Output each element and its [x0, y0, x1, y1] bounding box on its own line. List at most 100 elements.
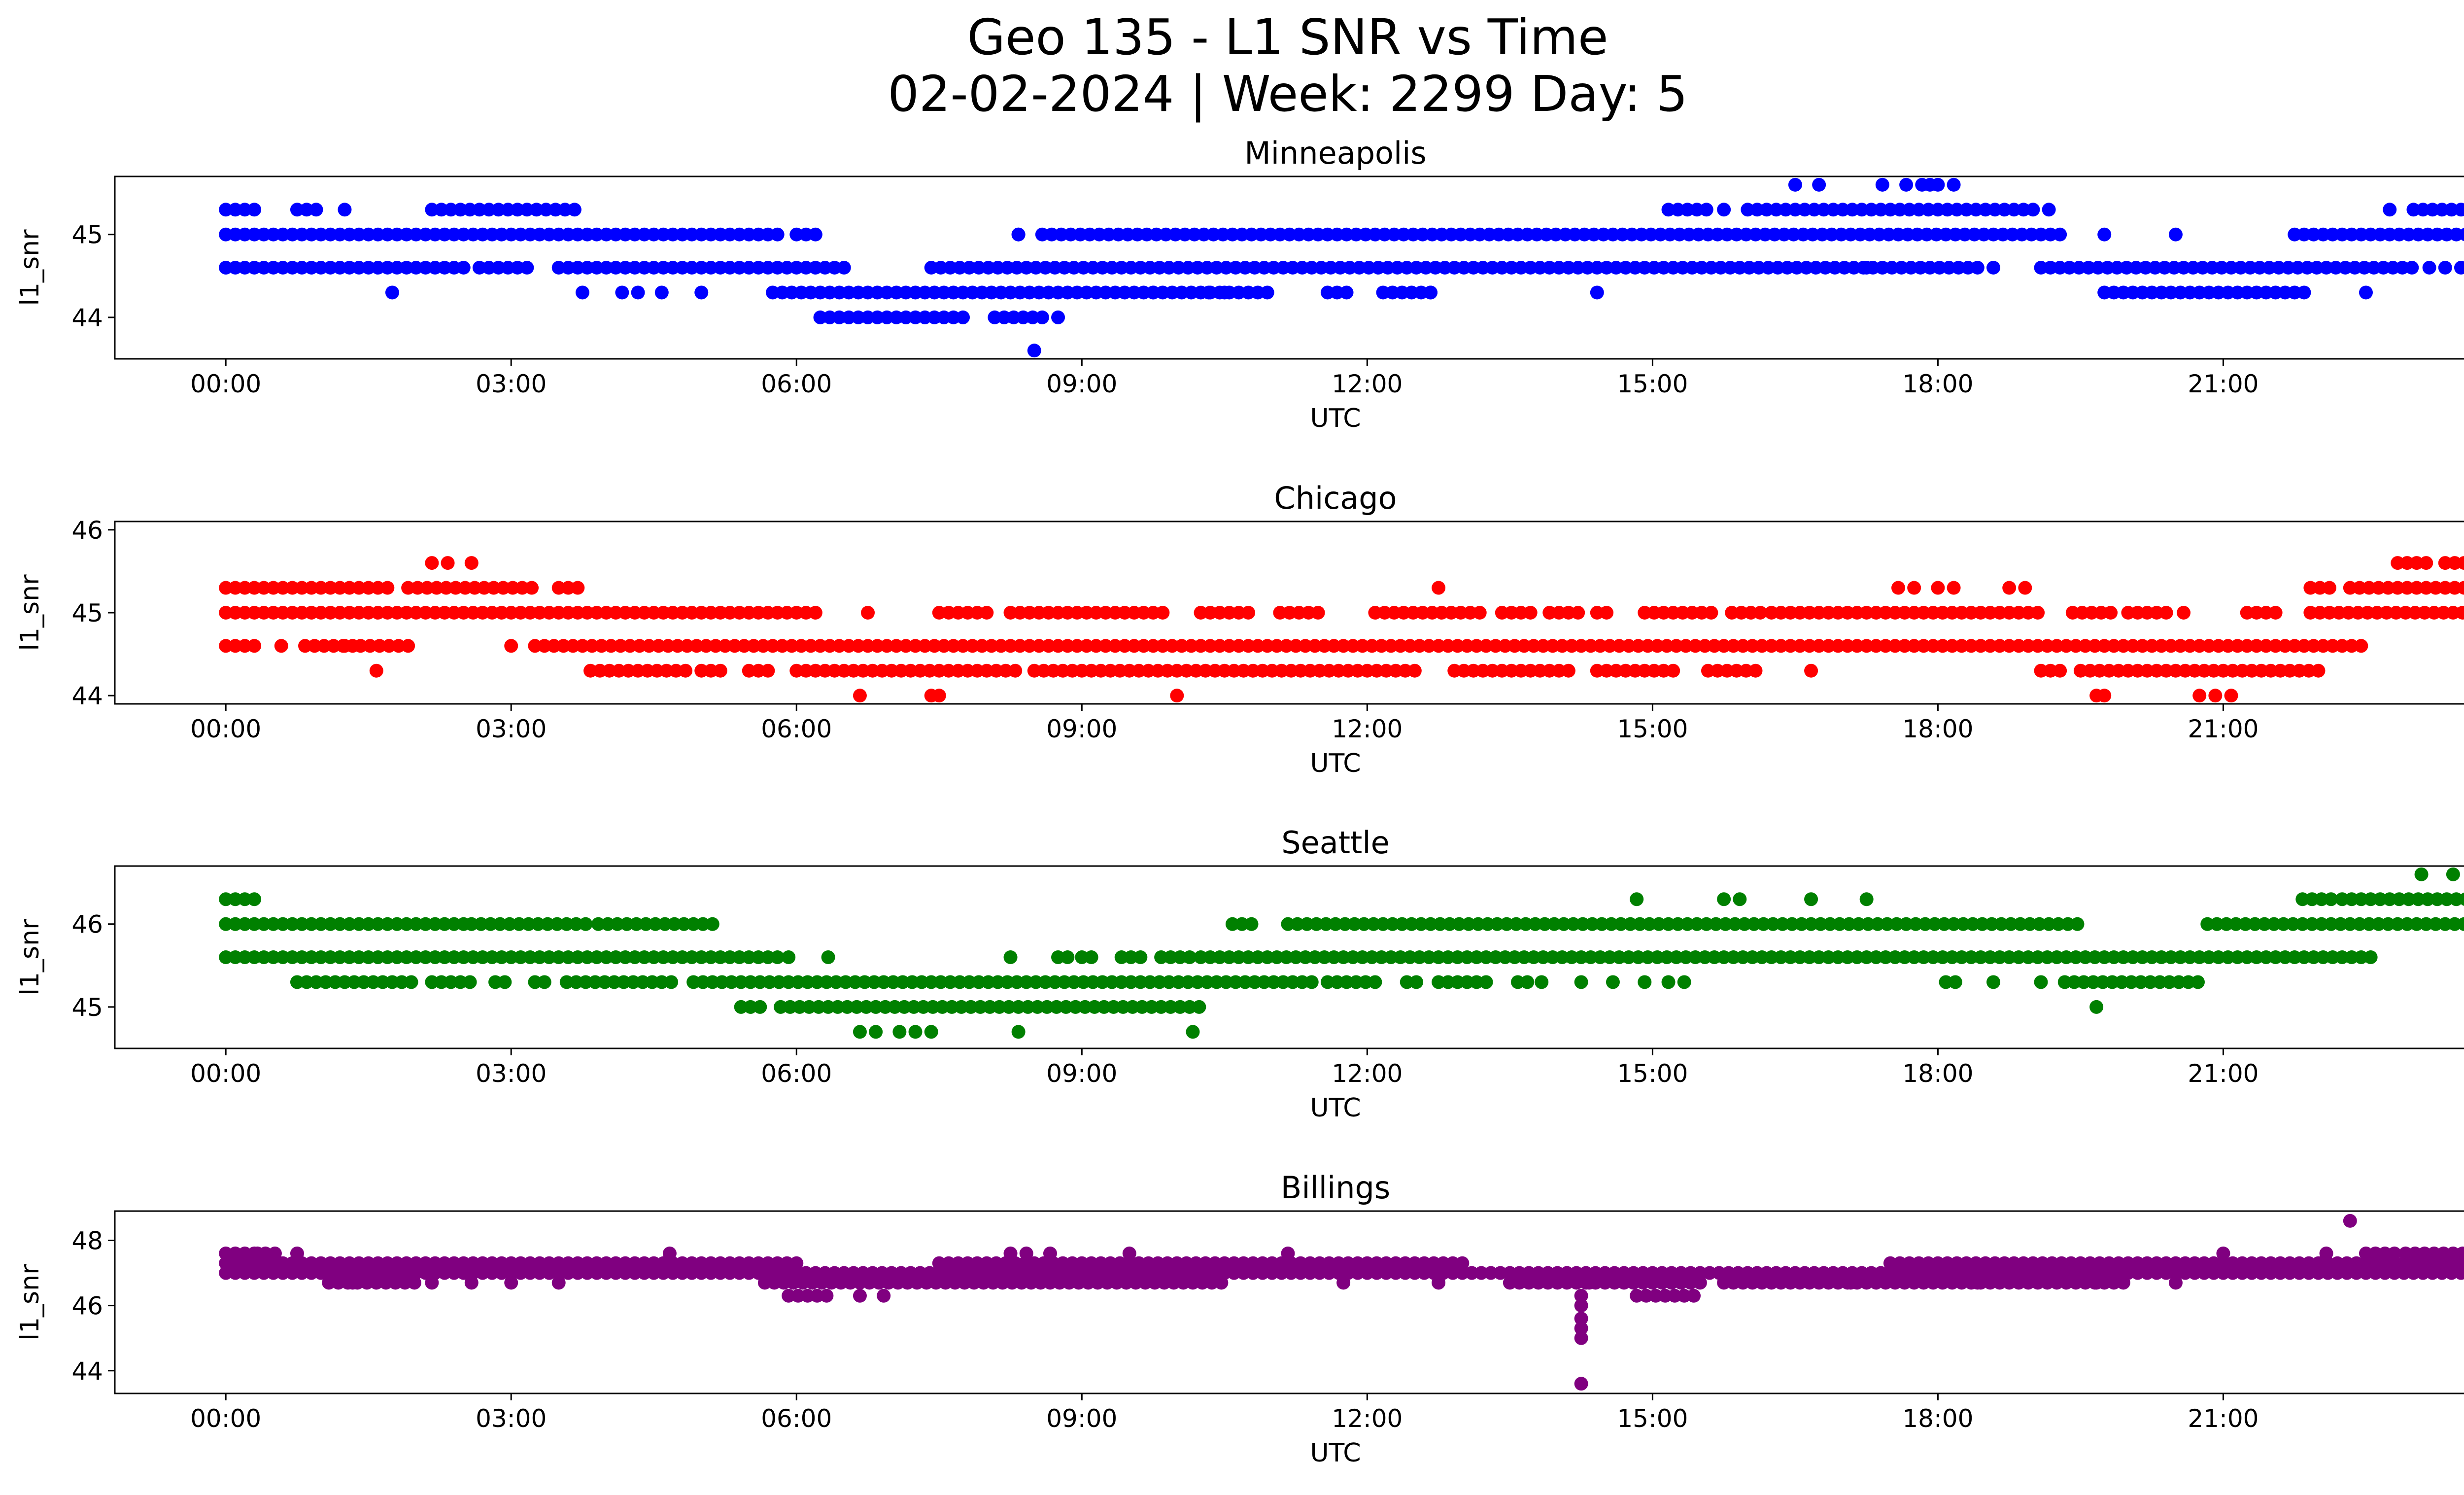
data-point: [609, 227, 623, 242]
data-point: [1051, 285, 1065, 300]
data-point: [1447, 261, 1462, 275]
data-point: [2405, 261, 2419, 275]
data-point: [1357, 917, 1371, 931]
data-point: [2104, 606, 2118, 620]
data-point: [1600, 261, 1614, 275]
data-point: [1536, 950, 1550, 964]
data-point: [2012, 1276, 2026, 1290]
data-point: [2034, 227, 2048, 242]
data-point: [908, 310, 923, 324]
panel-title: Billings: [1281, 1170, 1390, 1206]
data-point: [1265, 663, 1279, 678]
data-point: [1673, 227, 1687, 242]
data-point: [800, 1288, 815, 1303]
data-point: [1992, 950, 2007, 964]
data-point: [1545, 639, 1560, 653]
data-point: [2138, 261, 2153, 275]
data-point: [1926, 639, 1940, 653]
data-point: [1113, 1256, 1127, 1270]
data-point: [1974, 950, 1988, 964]
data-point: [1300, 917, 1314, 931]
data-point: [1330, 285, 1344, 300]
data-point: [589, 1256, 604, 1270]
data-point: [1336, 950, 1351, 964]
data-point: [2157, 261, 2172, 275]
data-point: [1741, 203, 1755, 217]
data-point: [827, 663, 842, 678]
data-point: [342, 606, 357, 620]
data-point: [1479, 950, 1493, 964]
data-point: [2085, 606, 2099, 620]
data-point: [821, 1000, 835, 1014]
data-point: [679, 663, 693, 678]
data-point: [1691, 227, 1706, 242]
data-point: [1437, 261, 1452, 275]
data-point: [2097, 639, 2112, 653]
data-point: [401, 581, 415, 595]
data-point: [1557, 917, 1571, 931]
x-tick-label: 06:00: [761, 1404, 832, 1433]
data-point: [1286, 261, 1300, 275]
x-tick-label: 03:00: [476, 370, 547, 398]
data-point: [1194, 606, 1208, 620]
data-point: [1257, 975, 1271, 989]
data-point: [1362, 261, 1376, 275]
data-point: [775, 285, 789, 300]
data-point: [1916, 950, 1931, 964]
data-point: [1118, 606, 1132, 620]
data-point: [1863, 227, 1877, 242]
data-point: [1002, 1000, 1016, 1014]
data-point: [942, 663, 956, 678]
data-point: [2422, 261, 2436, 275]
data-point: [1617, 1276, 1631, 1290]
data-point: [2267, 917, 2281, 931]
data-point: [791, 1288, 805, 1303]
data-point: [1492, 227, 1506, 242]
data-point: [1122, 1246, 1136, 1260]
data-point: [960, 1256, 975, 1270]
data-point: [1799, 261, 1814, 275]
data-point: [2210, 917, 2224, 931]
data-point: [2444, 203, 2459, 217]
data-point: [1961, 261, 1975, 275]
y-tick-label: 46: [71, 516, 103, 545]
data-point: [886, 975, 900, 989]
data-point: [1859, 639, 1874, 653]
data-point: [2335, 227, 2349, 242]
data-point: [1476, 261, 1490, 275]
data-point: [1739, 663, 1753, 678]
data-point: [1056, 663, 1070, 678]
data-point: [2150, 1256, 2164, 1270]
data-point: [579, 917, 593, 931]
data-point: [713, 227, 727, 242]
data-point: [591, 917, 606, 931]
data-point: [1161, 1256, 1175, 1270]
data-point: [2258, 917, 2272, 931]
data-point: [1381, 261, 1395, 275]
data-point: [1003, 639, 1018, 653]
data-point: [837, 663, 851, 678]
data-point: [523, 227, 537, 242]
data-point: [571, 1256, 585, 1270]
data-point: [1648, 1288, 1663, 1303]
data-point: [219, 227, 233, 242]
data-point: [1855, 203, 1869, 217]
data-point: [1931, 581, 1945, 595]
data-point: [704, 261, 718, 275]
data-point: [2311, 1266, 2326, 1280]
data-point: [1926, 1276, 1940, 1290]
data-point: [2183, 950, 2197, 964]
data-point: [304, 606, 318, 620]
data-point: [2100, 261, 2115, 275]
data-point: [494, 1266, 509, 1280]
data-point: [1809, 261, 1823, 275]
data-point: [973, 1000, 988, 1014]
data-point: [1314, 261, 1329, 275]
data-point: [1776, 917, 1790, 931]
data-point: [1636, 1276, 1650, 1290]
data-point: [1026, 310, 1040, 324]
data-point: [466, 227, 480, 242]
data-point: [314, 1256, 328, 1270]
data-point: [333, 917, 347, 931]
